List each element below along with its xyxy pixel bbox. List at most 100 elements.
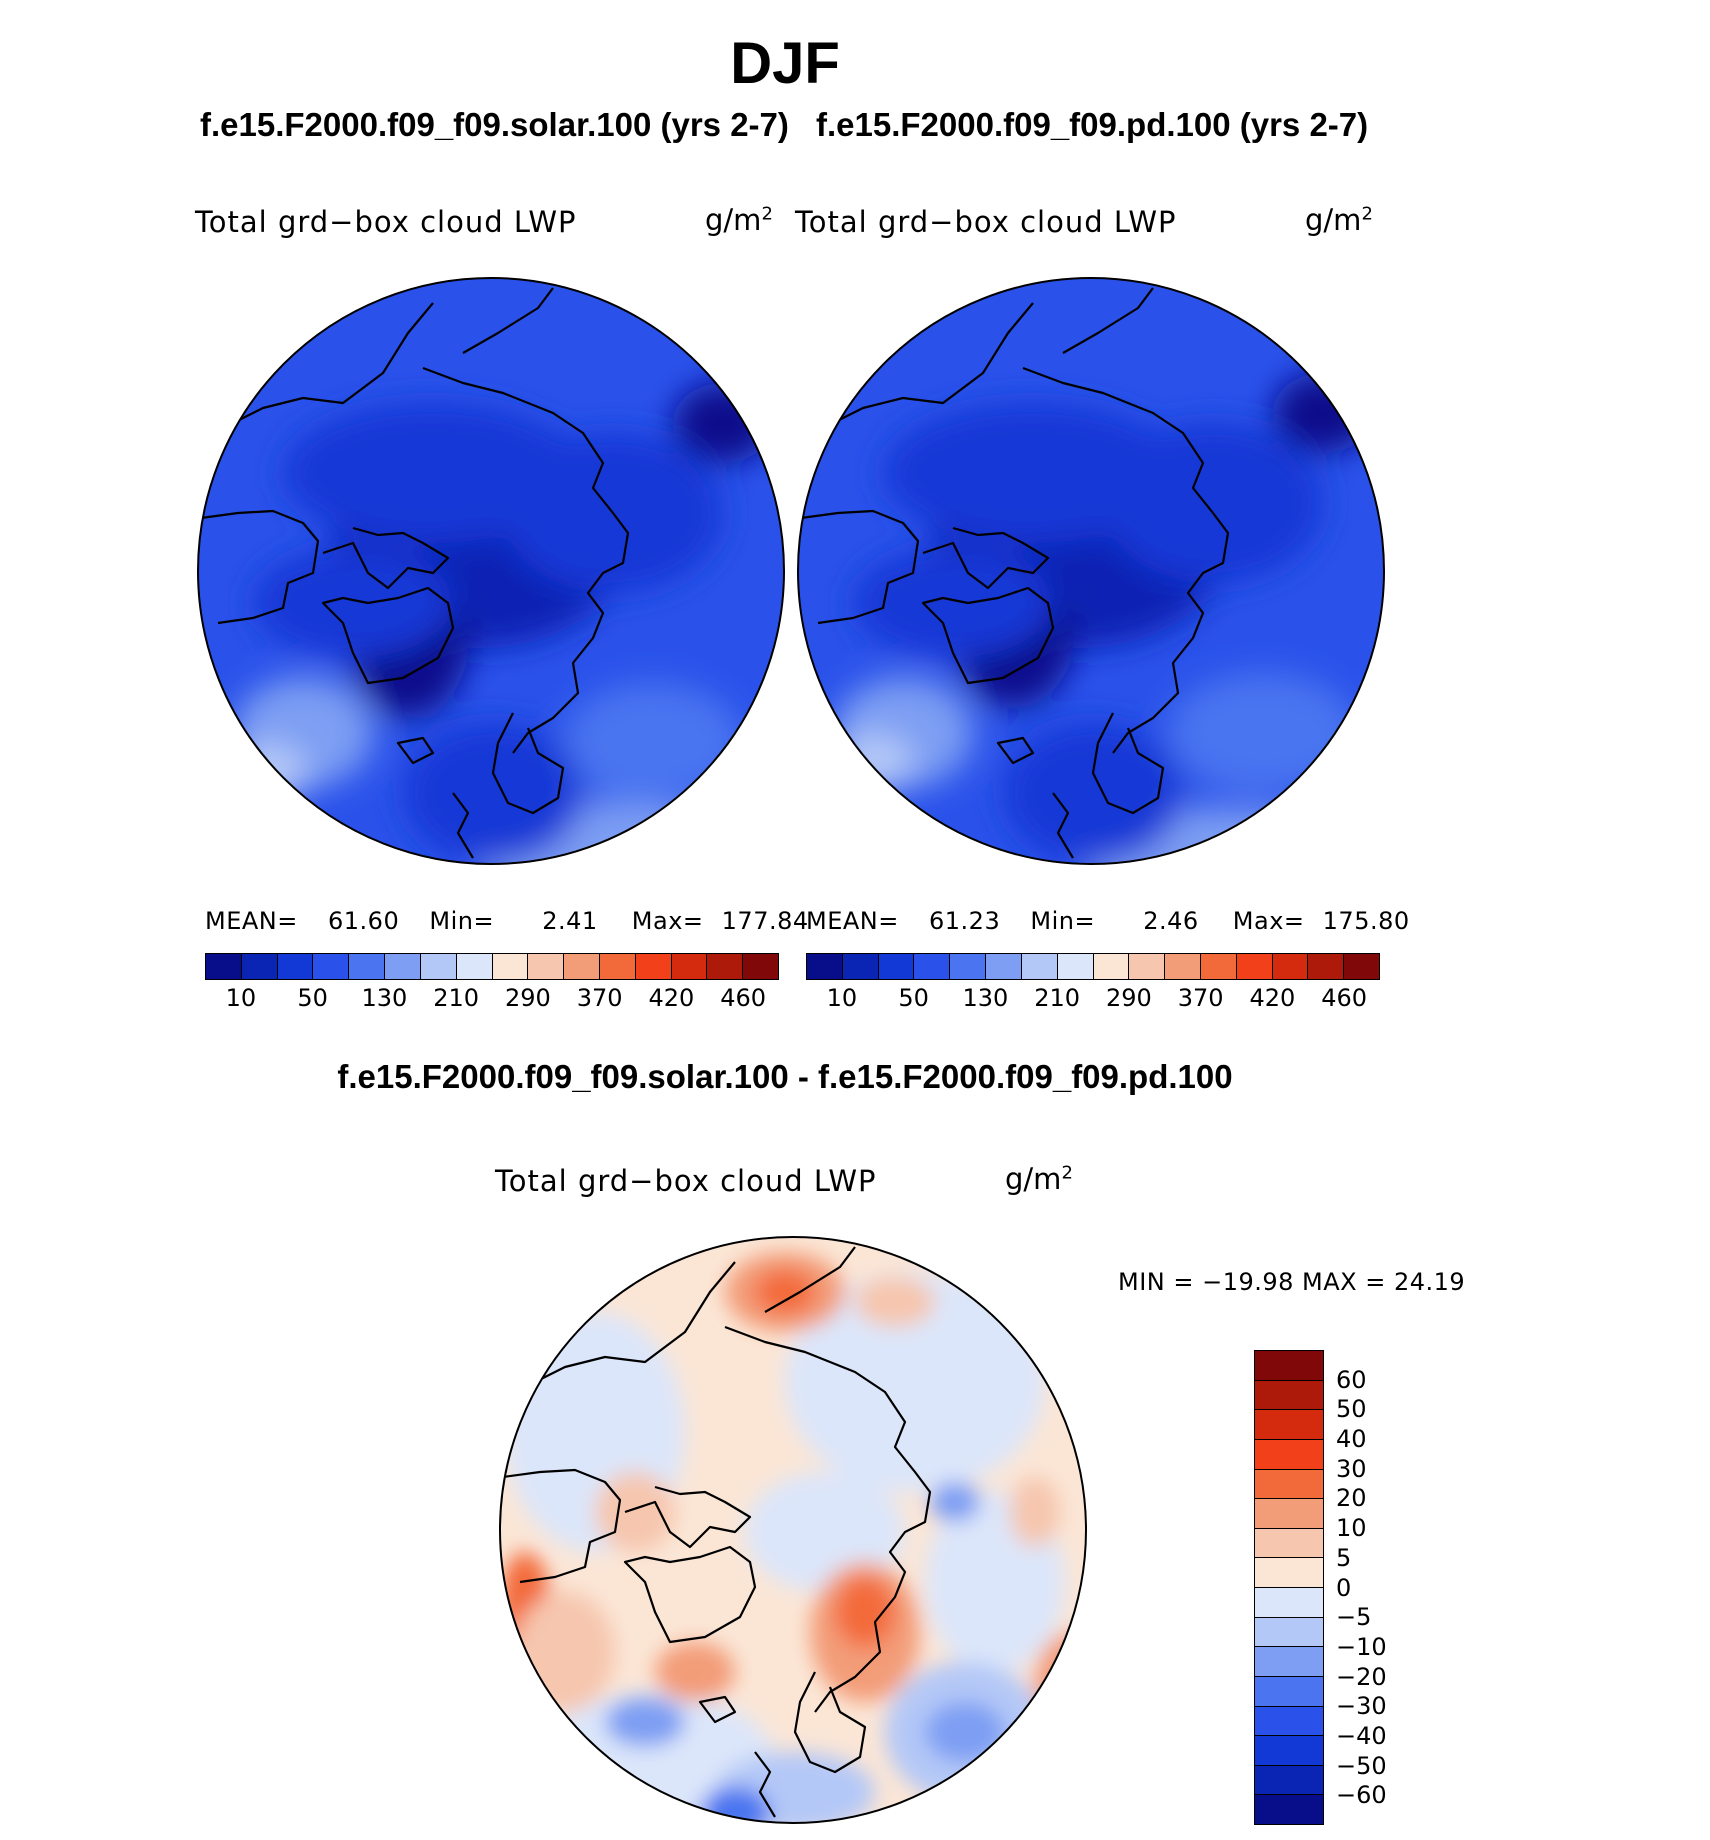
colorbar-tick-label: 60: [1336, 1365, 1367, 1394]
colorbar-tick-label: 460: [1321, 984, 1368, 1012]
max-label: Max=: [631, 907, 704, 935]
colorbar-swatch: [313, 954, 350, 979]
min-value: 2.46: [1143, 907, 1199, 935]
colorbar-difference: [1254, 1350, 1324, 1825]
colorbar-swatch: [528, 954, 565, 979]
colorbar-tick-label: −50: [1336, 1751, 1387, 1780]
polar-map-difference: [499, 1236, 1087, 1824]
colorbar-tick-label: 210: [433, 984, 480, 1012]
colorbar-swatch: [349, 954, 386, 979]
colorbar-swatch: [1129, 954, 1166, 979]
colorbar-tick-label: 370: [1177, 984, 1224, 1012]
colorbar-swatch: [1255, 1736, 1323, 1766]
colorbar-swatch: [671, 954, 708, 979]
colorbar-swatch: [1255, 1795, 1323, 1824]
colorbar-tick-label: −40: [1336, 1721, 1387, 1750]
min-label: Min=: [1030, 907, 1096, 935]
colorbar-tick-label: 50: [1336, 1395, 1367, 1424]
colorbar-tick-label: 5: [1336, 1543, 1352, 1572]
units-right: g/m2: [1305, 203, 1373, 237]
colorbar-swatch: [1255, 1706, 1323, 1737]
colorbar-swatch: [206, 954, 242, 979]
colorbar-difference-ticks: 60 50 40 30 20 10 5 0 −5 −10 −20 −30 −40 −50 −60: [1336, 1350, 1406, 1825]
colorbar-swatch: [564, 954, 600, 979]
colorbar-left: 10 50 130 210 290 370 420 460: [205, 953, 779, 1012]
colorbar-tick-label: 370: [576, 984, 623, 1012]
colorbar-swatch: [1255, 1765, 1323, 1796]
colorbar-tick-label: 460: [720, 984, 767, 1012]
colorbar-tick-label: −30: [1336, 1692, 1387, 1721]
colorbar-swatch: [1255, 1469, 1323, 1500]
colorbar-swatch: [1255, 1617, 1323, 1648]
colorbar-swatch: [1255, 1676, 1323, 1707]
max-value: 177.84: [721, 907, 809, 935]
units-diff: g/m2: [1005, 1162, 1073, 1196]
max-label: Max=: [1232, 907, 1305, 935]
colorbar-swatch: [842, 954, 879, 979]
colorbar-swatch: [456, 954, 493, 979]
case-title-right: f.e15.F2000.f09_f09.pd.100 (yrs 2-7): [816, 106, 1369, 143]
colorbar-tick-label: 50: [898, 984, 929, 1012]
colorbar-swatch: [986, 954, 1022, 979]
plot-label-left: Total grd−box cloud LWP: [195, 205, 577, 239]
colorbar-tick-label: 290: [504, 984, 551, 1012]
min-label: Min=: [429, 907, 495, 935]
colorbar-swatch: [635, 954, 672, 979]
colorbar-swatch: [1344, 954, 1379, 979]
colorbar-swatches: [205, 953, 779, 980]
colorbar-swatch: [492, 954, 529, 979]
stats-right: MEAN= 61.23 Min= 2.46 Max= 175.80: [806, 907, 1410, 935]
colorbar-swatch: [277, 954, 314, 979]
colorbar-swatch: [1200, 954, 1237, 979]
colorbar-swatch: [599, 954, 636, 979]
colorbar-tick-label: 40: [1336, 1425, 1367, 1454]
colorbar-swatch: [878, 954, 915, 979]
colorbar-tick-label: 10: [1336, 1514, 1367, 1543]
colorbar-swatch: [241, 954, 278, 979]
colorbar-tick-label: 20: [1336, 1484, 1367, 1513]
colorbar-swatches: [806, 953, 1380, 980]
colorbar-swatch: [707, 954, 744, 979]
colorbar-tick-label: 130: [361, 984, 408, 1012]
colorbar-swatch: [1255, 1380, 1323, 1411]
colorbar-right: 10 50 130 210 290 370 420 460: [806, 953, 1380, 1012]
colorbar-tick-label: 420: [1249, 984, 1296, 1012]
colorbar-tick-label: −20: [1336, 1662, 1387, 1691]
colorbar-tick-label: −60: [1336, 1781, 1387, 1810]
colorbar-tick-label: 10: [826, 984, 858, 1012]
colorbar-tick-label: 0: [1336, 1573, 1352, 1602]
colorbar-swatch: [1255, 1439, 1323, 1470]
case-title-left: f.e15.F2000.f09_f09.solar.100 (yrs 2-7): [200, 106, 789, 143]
stats-left: MEAN= 61.60 Min= 2.41 Max= 177.84: [205, 907, 809, 935]
colorbar-swatch: [1255, 1499, 1323, 1529]
colorbar-tick-label: −5: [1336, 1603, 1372, 1632]
colorbar-swatch: [1093, 954, 1130, 979]
colorbar-swatch: [1165, 954, 1201, 979]
colorbar-ticks: 10 50 130 210 290 370 420 460: [806, 980, 1380, 1012]
min-value: 2.41: [542, 907, 598, 935]
mean-value: 61.60: [328, 907, 400, 935]
colorbar-ticks: 10 50 130 210 290 370 420 460: [205, 980, 779, 1012]
colorbar-swatch: [807, 954, 843, 979]
colorbar-swatch: [743, 954, 778, 979]
colorbar-swatch: [950, 954, 987, 979]
colorbar-swatch: [385, 954, 421, 979]
plot-label-diff: Total grd−box cloud LWP: [495, 1164, 877, 1198]
colorbar-tick-label: 10: [225, 984, 257, 1012]
max-value: 175.80: [1322, 907, 1410, 935]
mean-value: 61.23: [929, 907, 1001, 935]
mean-label: MEAN=: [205, 907, 298, 935]
difference-title: f.e15.F2000.f09_f09.solar.100 - f.e15.F2…: [337, 1058, 1233, 1095]
colorbar-tick-label: 290: [1105, 984, 1152, 1012]
colorbar-swatch: [1255, 1558, 1323, 1588]
colorbar-tick-label: 130: [962, 984, 1009, 1012]
mean-label: MEAN=: [806, 907, 899, 935]
colorbar-swatch: [1255, 1410, 1323, 1440]
diff-minmax: MIN = −19.98 MAX = 24.19: [1118, 1268, 1466, 1296]
colorbar-swatch: [1255, 1647, 1323, 1677]
polar-map-solar: [197, 277, 785, 865]
plot-label-right: Total grd−box cloud LWP: [795, 205, 1177, 239]
colorbar-swatch: [1272, 954, 1309, 979]
colorbar-tick-label: 30: [1336, 1454, 1367, 1483]
colorbar-swatch: [1057, 954, 1094, 979]
